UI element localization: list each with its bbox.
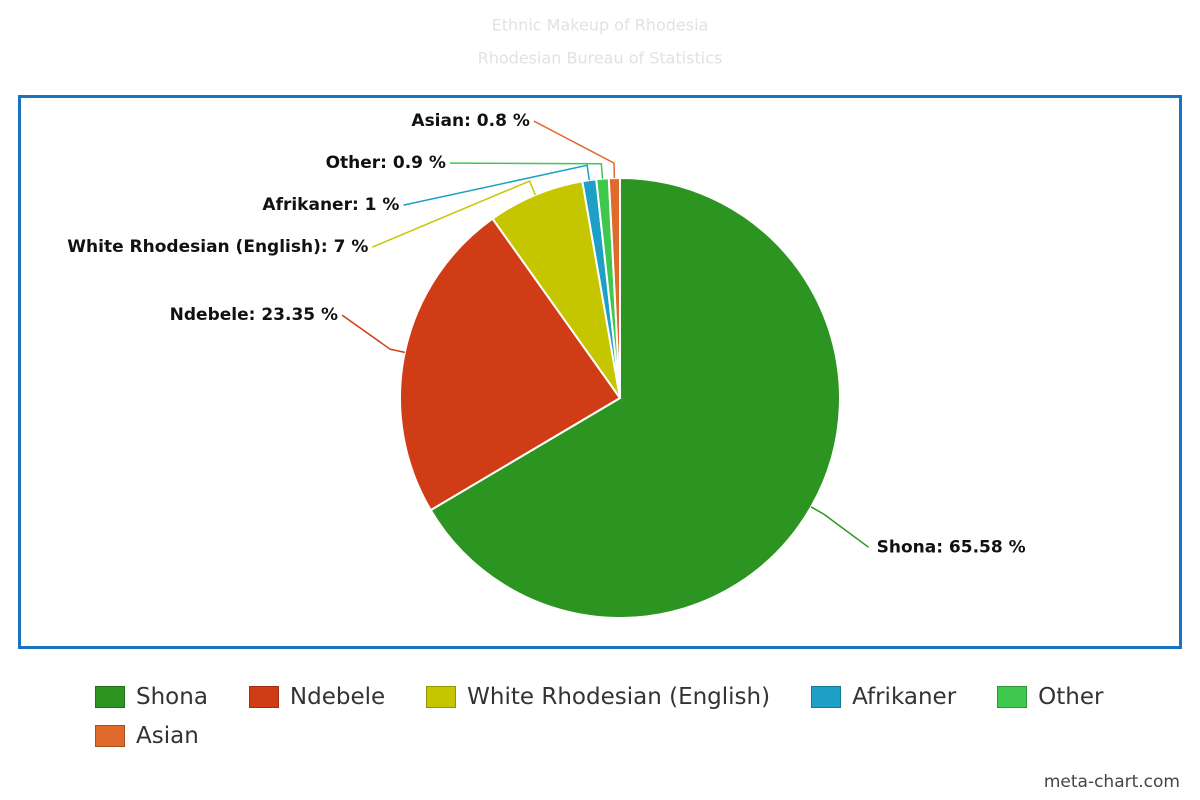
legend-item: White Rhodesian (English): [426, 684, 770, 710]
legend-label: Other: [1038, 684, 1104, 710]
label-connector: [341, 314, 405, 354]
legend-label: Shona: [136, 684, 208, 710]
legend-item: Asian: [95, 723, 199, 749]
data-label: Other: 0.9 %: [326, 153, 446, 173]
legend-swatch: [248, 686, 279, 708]
legend-swatch: [997, 686, 1028, 708]
legend-swatch: [811, 686, 842, 708]
credit: meta-chart.com: [1043, 772, 1180, 792]
legend-swatch: [95, 686, 125, 708]
label-connector: [372, 180, 537, 248]
data-label: Asian: 0.8 %: [411, 111, 529, 131]
legend: Shona Ndebele White Rhodesian (English) Afr…: [95, 684, 1135, 749]
pie-slice: [607, 176, 621, 399]
legend-label: Asian: [136, 723, 199, 749]
legend-swatch: [426, 686, 457, 708]
legend-item: Other: [997, 684, 1103, 710]
legend-label: White Rhodesian (English): [467, 684, 771, 710]
legend-swatch: [95, 725, 125, 747]
label-connector: [533, 120, 616, 179]
label-connector: [403, 164, 591, 206]
data-label: Shona: 65.58 %: [877, 537, 1026, 557]
label-connector: [449, 162, 604, 179]
label-connector: [810, 506, 870, 548]
pie-slice: [429, 176, 841, 619]
chart-subtitle: Rhodesian Bureau of Statistics: [478, 49, 723, 68]
plot-frame: [18, 95, 1182, 649]
data-label: Ndebele: 23.35 %: [170, 305, 338, 325]
legend-label: Afrikaner: [852, 684, 957, 710]
legend-item: Ndebele: [248, 684, 386, 710]
data-label: Afrikaner: 1 %: [262, 195, 399, 215]
legend-item: Shona: [95, 684, 208, 710]
data-label: White Rhodesian (English): 7 %: [67, 237, 368, 257]
pie-slice: [399, 217, 622, 512]
legend-item: Afrikaner: [811, 684, 956, 710]
legend-label: Ndebele: [289, 684, 386, 710]
chart-title: Ethnic Makeup of Rhodesia: [492, 16, 709, 35]
